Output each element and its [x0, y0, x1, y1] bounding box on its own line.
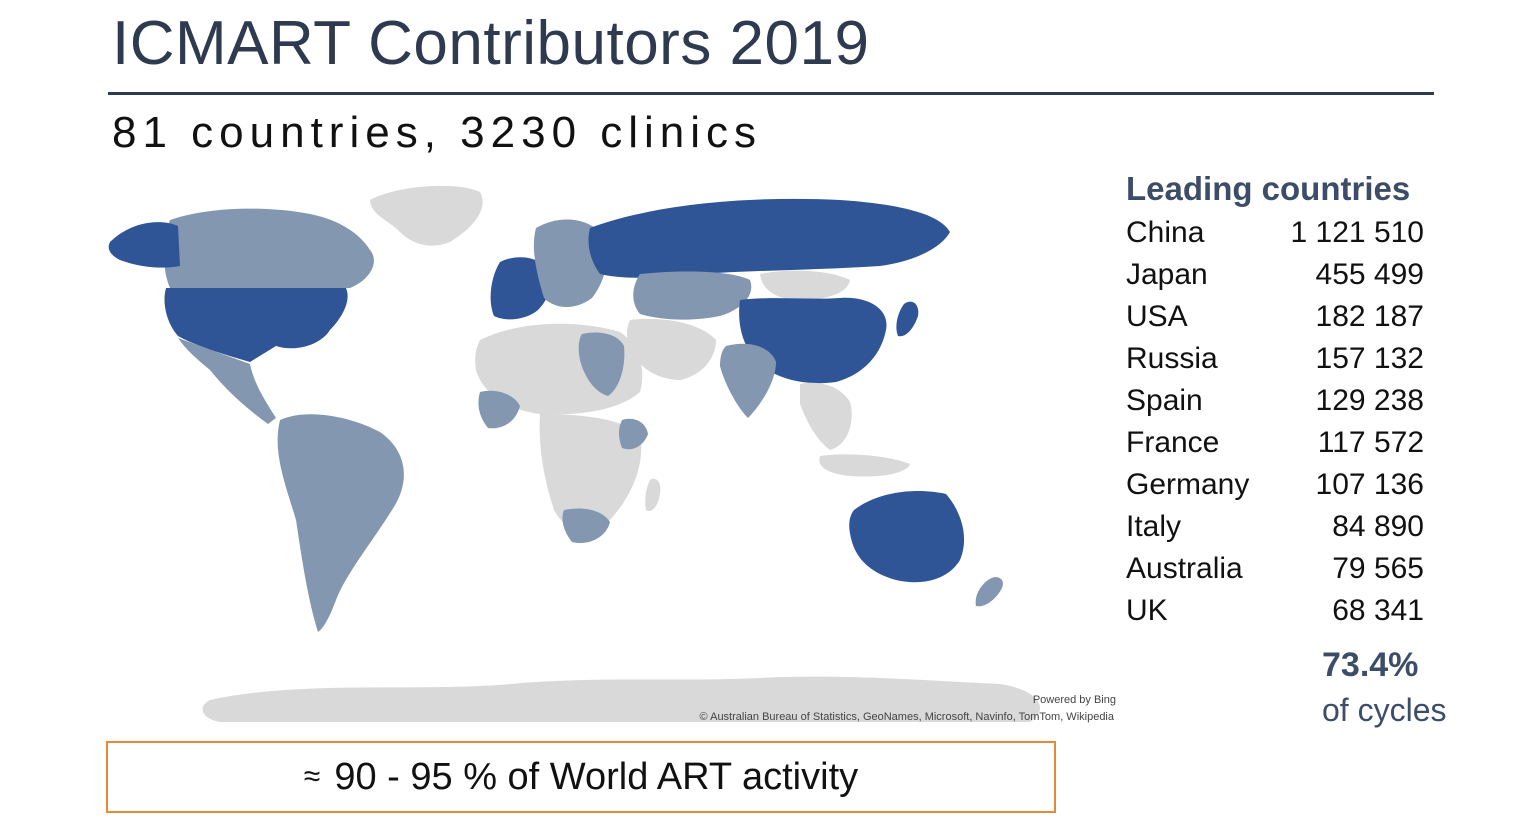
leading-country-row: France 117 572 — [1126, 422, 1424, 464]
map-new-zealand — [975, 577, 1003, 607]
map-australia — [849, 491, 965, 583]
callout-text: 90 - 95 % of World ART activity — [334, 755, 859, 798]
country-name: Spain — [1126, 384, 1203, 417]
country-value: 117 572 — [1317, 426, 1424, 459]
map-canada — [164, 208, 374, 288]
map-antarctica — [202, 676, 1040, 722]
map-middle-east — [627, 318, 716, 380]
country-value: 182 187 — [1315, 300, 1424, 333]
map-east-africa — [619, 418, 648, 450]
map-central-asia — [633, 271, 752, 320]
map-southern-africa — [539, 414, 642, 532]
map-india — [720, 343, 776, 418]
country-name: Russia — [1126, 342, 1218, 375]
slide-title: ICMART Contributors 2019 — [112, 9, 870, 78]
map-egypt-sudan — [578, 332, 625, 396]
map-greenland — [370, 185, 483, 246]
leading-country-row: USA 182 187 — [1126, 296, 1424, 338]
country-value: 129 238 — [1315, 384, 1424, 417]
approx-symbol: ≈ — [303, 760, 321, 793]
country-value: 107 136 — [1315, 468, 1424, 501]
map-south-america — [277, 414, 404, 632]
map-credit-sources: © Australian Bureau of Statistics, GeoNa… — [699, 711, 1114, 723]
map-west-africa — [478, 390, 520, 429]
leading-country-row: Japan 455 499 — [1126, 254, 1424, 296]
world-map — [108, 185, 1040, 722]
country-value: 68 341 — [1332, 594, 1424, 627]
map-mongolia — [760, 270, 850, 300]
country-name: USA — [1126, 300, 1188, 333]
map-south-africa — [562, 508, 610, 544]
leading-country-row: UK 68 341 — [1126, 590, 1424, 632]
leading-countries-panel: Leading countries China 1 121 510 Japan 45… — [1126, 170, 1446, 632]
cycles-share-percent: 73.4% — [1322, 646, 1419, 684]
map-russia — [588, 198, 950, 278]
country-name: Japan — [1126, 258, 1208, 291]
country-name: Australia — [1126, 552, 1243, 585]
map-madagascar — [645, 478, 661, 512]
leading-country-row: Germany 107 136 — [1126, 464, 1424, 506]
map-indonesia — [819, 454, 910, 477]
country-value: 455 499 — [1315, 258, 1424, 291]
leading-countries-heading: Leading countries — [1126, 170, 1411, 207]
map-japan — [896, 301, 919, 337]
leading-country-row: Spain 129 238 — [1126, 380, 1424, 422]
slide-subtitle: 81 countries, 3230 clinics — [112, 108, 763, 157]
leading-country-row: Australia 79 565 — [1126, 548, 1424, 590]
leading-country-row: Italy 84 890 — [1126, 506, 1424, 548]
leading-country-row: China 1 121 510 — [1126, 212, 1424, 254]
map-credit-powered: Powered by Bing — [1032, 694, 1116, 706]
map-mexico — [178, 338, 276, 424]
country-value: 79 565 — [1332, 552, 1424, 585]
leading-country-row: Russia 157 132 — [1126, 338, 1424, 380]
map-western-europe — [490, 257, 551, 320]
country-value: 84 890 — [1332, 510, 1424, 543]
map-se-asia — [800, 382, 852, 450]
map-usa — [164, 288, 348, 362]
country-value: 157 132 — [1315, 342, 1424, 375]
map-china — [739, 297, 887, 384]
map-alaska — [108, 222, 180, 268]
country-name: Germany — [1126, 468, 1250, 501]
country-name: Italy — [1126, 510, 1182, 543]
country-value: 1 121 510 — [1290, 216, 1424, 249]
world-activity-callout: ≈ 90 - 95 % of World ART activity — [106, 741, 1056, 813]
title-divider — [108, 92, 1434, 95]
country-name: France — [1126, 426, 1220, 459]
cycles-share-label: of cycles — [1322, 692, 1447, 728]
country-name: China — [1126, 216, 1205, 249]
country-name: UK — [1126, 594, 1168, 627]
